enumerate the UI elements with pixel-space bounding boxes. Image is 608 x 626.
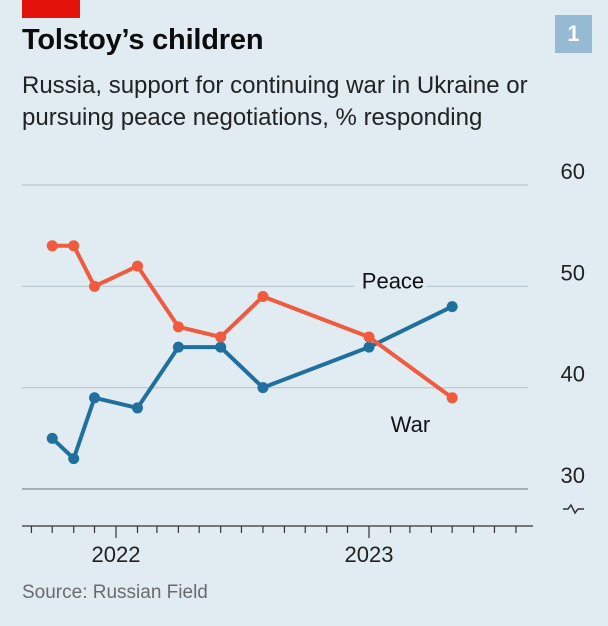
data-point-peace [363, 341, 375, 353]
data-point-war [172, 321, 184, 333]
chart-title: Tolstoy’s children [22, 24, 264, 56]
x-tick-label: 2023 [345, 542, 394, 567]
data-point-peace [172, 341, 184, 353]
data-point-war [257, 290, 269, 302]
y-tick-label: 60 [561, 159, 585, 184]
data-point-war [363, 331, 375, 343]
series-label-bg [360, 411, 433, 438]
data-point-war [89, 280, 101, 292]
data-point-peace [257, 382, 269, 394]
y-tick-label: 50 [561, 260, 585, 285]
brand-tab [22, 0, 80, 18]
data-point-war [46, 240, 58, 252]
source-note: Source: Russian Field [22, 582, 208, 603]
data-point-war [446, 392, 458, 404]
data-point-peace [446, 301, 458, 313]
series-label-peace: Peace [362, 269, 424, 294]
series-label-war: War [391, 412, 431, 437]
data-point-peace [131, 402, 143, 414]
data-point-war [68, 240, 80, 252]
y-tick-label: 40 [561, 362, 585, 387]
series-label-bg [354, 268, 427, 295]
data-point-peace [215, 341, 227, 353]
x-tick-label: 2022 [92, 542, 141, 567]
y-tick-label: 30 [561, 463, 585, 488]
data-point-peace [68, 453, 80, 465]
chart-number-badge: 1 [555, 15, 592, 53]
data-point-peace [89, 392, 101, 404]
data-point-peace [46, 432, 58, 444]
data-point-war [131, 260, 143, 272]
data-point-war [215, 331, 227, 343]
chart-subtitle: Russia, support for continuing war in Uk… [22, 72, 528, 131]
axis-break-icon [563, 503, 584, 515]
